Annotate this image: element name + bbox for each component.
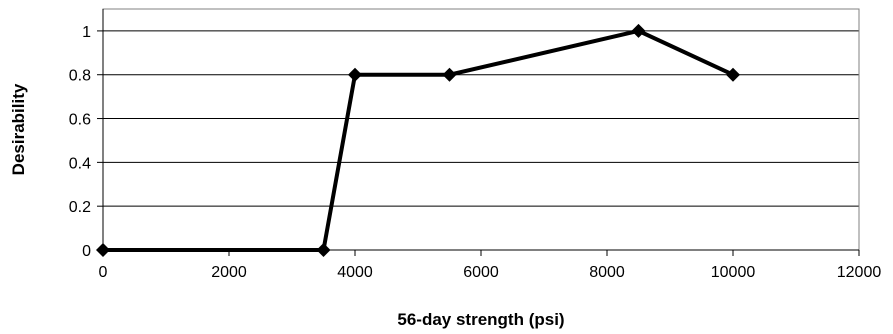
- data-series: [96, 23, 740, 257]
- series-line-0: [103, 28, 734, 252]
- y-tick-label-5: 1: [82, 24, 91, 41]
- grid-lines: [103, 30, 859, 207]
- x-tick-label-5: 10000: [711, 264, 756, 281]
- x-tick-label-0: 0: [99, 264, 108, 281]
- y-tick-label-2: 0.4: [69, 155, 91, 172]
- x-tick-label-1: 2000: [211, 264, 247, 281]
- data-point-5: [726, 67, 740, 82]
- y-tick-label-4: 0.8: [69, 68, 91, 85]
- data-point-1: [316, 243, 331, 257]
- data-point-2: [348, 67, 362, 82]
- tick-labels: 0 0.2 0.4 0.6 0.8 1 0 2000 4000 6000 8000 10000 1200…: [69, 24, 882, 281]
- x-tick-label-3: 6000: [463, 264, 499, 281]
- data-point-4: [631, 23, 646, 38]
- y-tick-label-0: 0: [82, 243, 91, 260]
- y-tick-label-1: 0.2: [69, 199, 91, 216]
- plot-area-frame: [102, 8, 860, 251]
- data-point-3: [442, 67, 457, 82]
- y-tick-label-3: 0.6: [69, 112, 91, 129]
- axes: [97, 9, 860, 256]
- x-tick-label-4: 8000: [589, 264, 625, 281]
- data-point-0: [96, 243, 110, 257]
- y-axis-title: Desirability: [9, 83, 28, 175]
- x-axis-title: 56-day strength (psi): [397, 310, 564, 329]
- x-tick-label-2: 4000: [337, 264, 373, 281]
- x-tick-label-6: 12000: [837, 264, 882, 281]
